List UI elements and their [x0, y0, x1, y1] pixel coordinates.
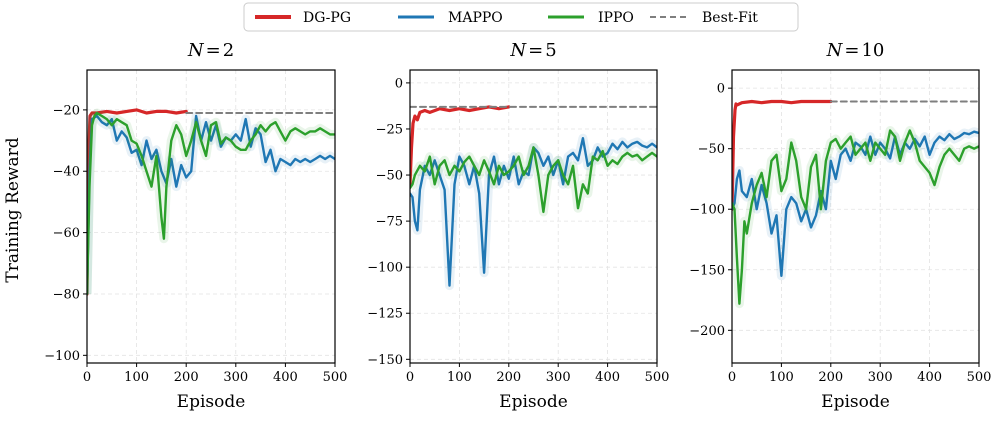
series-ippo	[410, 146, 657, 214]
x-tick-label-0: 0	[83, 370, 91, 385]
panel-n10: 0 100 200 300 400 500 −200 −150 −100 −50 0 Episode N…	[689, 40, 991, 412]
axes-frame	[86, 69, 336, 364]
x-tick-label-200: 200	[496, 370, 521, 385]
x-tick-label-300: 300	[223, 370, 248, 385]
x-tick-label-300: 300	[546, 370, 571, 385]
x-tick-label-400: 400	[917, 370, 942, 385]
y-tick-label-50: −50	[376, 169, 403, 184]
series-dg-pg	[732, 99, 833, 211]
y-tick-label-80: −80	[53, 287, 80, 302]
x-axis-label: Episode	[177, 392, 246, 412]
y-tick-label-125: −125	[367, 307, 403, 322]
y-tick-label-50: −50	[698, 142, 725, 157]
panel-title: N = 5	[509, 40, 556, 61]
x-tick-label-200: 200	[174, 370, 199, 385]
y-tick-label-25: −25	[376, 122, 403, 137]
axes-frame	[409, 69, 658, 364]
x-tick-label-400: 400	[595, 370, 620, 385]
y-tick-label-0: 0	[717, 82, 725, 97]
x-tick-label-100: 100	[447, 370, 472, 385]
y-tick-label-0: 0	[395, 76, 403, 91]
x-tick-label-100: 100	[769, 370, 794, 385]
x-tick-label-0: 0	[406, 370, 414, 385]
x-tick-label-500: 500	[967, 370, 992, 385]
axes-frame	[731, 69, 980, 364]
y-tick-label-40: −40	[53, 165, 80, 180]
x-tick-label-500: 500	[323, 370, 348, 385]
panel-title: N = 10	[826, 40, 885, 61]
x-tick-label-300: 300	[868, 370, 893, 385]
y-tick-label-75: −75	[376, 215, 403, 230]
y-tick-label-100: −100	[44, 349, 80, 364]
series-mappo	[410, 136, 657, 287]
x-tick-label-0: 0	[728, 370, 736, 385]
y-tick-label-150: −150	[367, 353, 403, 368]
series-ippo	[732, 129, 979, 305]
x-tick-label-500: 500	[645, 370, 670, 385]
x-axis-label: Episode	[821, 392, 890, 412]
series-dg-pg	[87, 108, 188, 296]
y-tick-label-100: −100	[689, 203, 725, 218]
y-tick-label-150: −150	[689, 263, 725, 278]
y-axis-label: Training Reward	[3, 137, 23, 282]
y-tick-label-60: −60	[53, 226, 80, 241]
panel-title: N = 2	[187, 40, 234, 61]
legend-label-best-fit: Best-Fit	[702, 10, 758, 26]
panel-n5: 0 100 200 300 400 500 −150 −125 −100 −75 −50 −25 0 Ep…	[367, 40, 669, 412]
y-tick-label-200: −200	[689, 324, 725, 339]
legend-frame	[243, 2, 799, 32]
legend: DG-PG MAPPO IPPO Best-Fit	[243, 2, 799, 32]
x-tick-label-100: 100	[124, 370, 149, 385]
x-axis-label: Episode	[499, 392, 568, 412]
x-tick-label-400: 400	[273, 370, 298, 385]
series-mappo	[732, 130, 979, 277]
legend-label-dg-pg: DG-PG	[303, 10, 351, 26]
y-tick-label-20: −20	[53, 103, 80, 118]
panel-n2: 0 100 200 300 400 500 −100 −80 −60 −40 −20 Episode N…	[44, 40, 347, 412]
y-tick-label-100: −100	[367, 261, 403, 276]
legend-label-mappo: MAPPO	[448, 10, 503, 26]
legend-label-ippo: IPPO	[598, 10, 634, 26]
x-tick-label-200: 200	[818, 370, 843, 385]
series-mappo	[87, 114, 335, 296]
series-ippo	[87, 111, 335, 296]
